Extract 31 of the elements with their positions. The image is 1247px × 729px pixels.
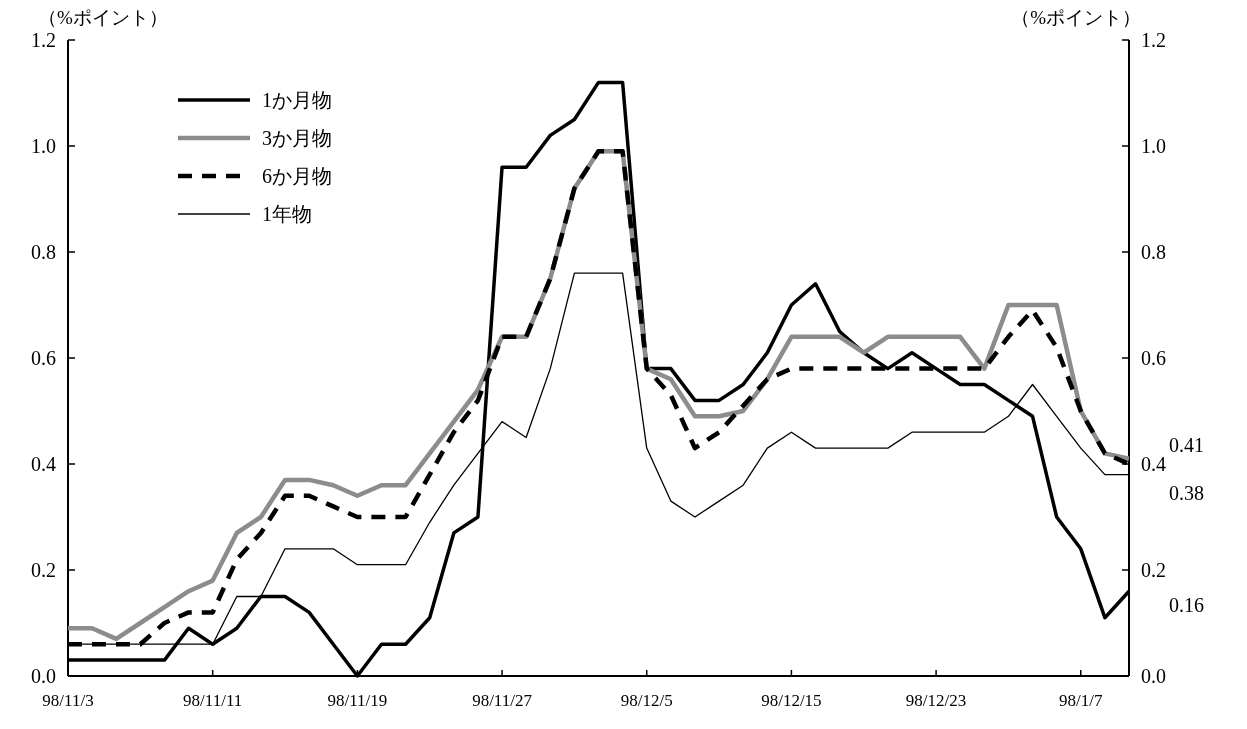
x-tick-label: 98/11/11 bbox=[183, 691, 243, 710]
legend-label: 1か月物 bbox=[262, 89, 332, 111]
y2-tick-label: 0.4 bbox=[1141, 453, 1166, 475]
x-tick-label: 98/11/3 bbox=[42, 691, 94, 710]
y2-tick-label: 0.6 bbox=[1141, 347, 1166, 369]
y-tick-label: 0.4 bbox=[31, 453, 56, 475]
text: 0.38 bbox=[1169, 482, 1204, 504]
y2-tick-label: 0.8 bbox=[1141, 241, 1166, 263]
legend-label: 1年物 bbox=[262, 203, 312, 225]
x-tick-label: 98/11/27 bbox=[472, 691, 533, 710]
y-tick-label: 1.2 bbox=[31, 29, 56, 51]
y-tick-label: 0.6 bbox=[31, 347, 56, 369]
legend-label: 6か月物 bbox=[262, 165, 332, 187]
x-tick-label: 98/12/15 bbox=[761, 691, 822, 710]
x-tick-label: 98/11/19 bbox=[327, 691, 388, 710]
y2-tick-label: 1.2 bbox=[1141, 29, 1166, 51]
y2-tick-label: 1.0 bbox=[1141, 135, 1166, 157]
x-tick-label: 98/1/7 bbox=[1059, 691, 1103, 710]
x-tick-label: 98/12/5 bbox=[620, 691, 673, 710]
text: 0.41 bbox=[1169, 434, 1204, 456]
y-tick-label: 0.2 bbox=[31, 559, 56, 581]
text: 0.16 bbox=[1169, 594, 1204, 616]
legend-label: 3か月物 bbox=[262, 127, 332, 149]
y2-tick-label: 0.2 bbox=[1141, 559, 1166, 581]
y-tick-label: 0.0 bbox=[31, 665, 56, 687]
y2-tick-label: 0.0 bbox=[1141, 665, 1166, 687]
y-tick-label: 0.8 bbox=[31, 241, 56, 263]
y-axis-title: （%ポイント） bbox=[38, 7, 168, 28]
x-tick-label: 98/12/23 bbox=[905, 691, 967, 710]
y2-axis-title: （%ポイント） bbox=[1011, 7, 1141, 28]
y-tick-label: 1.0 bbox=[31, 135, 56, 157]
